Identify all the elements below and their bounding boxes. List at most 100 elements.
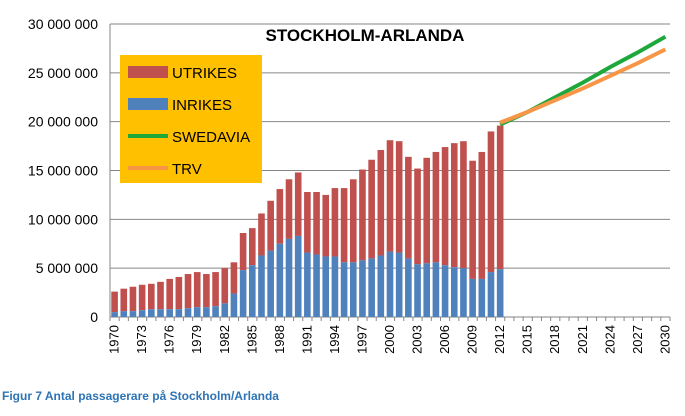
bar-inrikes (175, 309, 183, 317)
bar-inrikes (111, 312, 118, 317)
bar-utrikes (129, 286, 137, 312)
bar-utrikes (432, 151, 440, 263)
x-tick-label: 1976 (162, 325, 177, 354)
bar-utrikes (248, 228, 256, 266)
y-tick-label: 30 000 000 (28, 16, 98, 32)
bar-utrikes (414, 168, 421, 265)
bar-utrikes (441, 147, 449, 266)
bar-utrikes (313, 191, 320, 255)
bar-inrikes (294, 235, 302, 317)
bar-utrikes (304, 191, 311, 253)
bar-utrikes (340, 188, 348, 263)
bar-inrikes (423, 263, 431, 317)
x-tick-label: 2027 (630, 325, 645, 354)
bar-inrikes (212, 306, 219, 317)
bar-inrikes (414, 264, 421, 317)
bar-inrikes (359, 260, 366, 317)
x-tick-label: 2006 (437, 325, 452, 354)
x-tick-label: 1982 (217, 325, 232, 354)
legend-label: TRV (172, 161, 202, 178)
y-tick-label: 5 000 000 (36, 260, 98, 276)
bar-inrikes (276, 243, 284, 317)
bar-utrikes (193, 272, 201, 308)
bar-utrikes (230, 262, 238, 294)
bar-inrikes (203, 307, 210, 317)
y-tick-label: 0 (90, 309, 98, 325)
bar-inrikes (313, 254, 320, 317)
y-tick-label: 25 000 000 (28, 65, 98, 81)
bar-utrikes (175, 276, 183, 310)
bar-utrikes (111, 291, 118, 313)
bar-inrikes (129, 311, 137, 317)
bar-inrikes (368, 258, 375, 317)
bar-utrikes (166, 278, 173, 310)
bar-utrikes (460, 141, 467, 269)
bar-inrikes (432, 262, 440, 317)
bar-utrikes (184, 274, 192, 309)
bar-utrikes (405, 156, 412, 259)
legend-swatch-utrikes (128, 66, 168, 78)
legend-label: SWEDAVIA (172, 129, 250, 146)
bar-inrikes (138, 310, 146, 317)
bar-inrikes (267, 250, 274, 317)
bar-inrikes (386, 251, 394, 317)
bar-utrikes (212, 272, 219, 307)
x-tick-label: 1970 (107, 325, 122, 354)
bar-inrikes (285, 238, 293, 317)
bar-inrikes (478, 278, 486, 317)
bar-utrikes (239, 233, 247, 271)
bar-utrikes (267, 200, 274, 251)
bar-utrikes (203, 274, 210, 308)
bar-inrikes (322, 256, 330, 317)
bar-utrikes (138, 284, 146, 311)
bar-inrikes (331, 256, 339, 317)
figure-caption: Figur 7 Antal passagerare på Stockholm/A… (2, 389, 279, 403)
bar-utrikes (148, 283, 155, 310)
x-tick-label: 1973 (134, 325, 149, 354)
bar-inrikes (460, 268, 467, 317)
x-tick-label: 2021 (575, 325, 590, 354)
y-tick-label: 10 000 000 (28, 211, 98, 227)
bar-utrikes (331, 188, 339, 257)
x-tick-label: 2018 (547, 325, 562, 354)
bar-utrikes (487, 131, 495, 273)
bar-inrikes (340, 262, 348, 317)
bar-utrikes (120, 288, 128, 312)
bar-inrikes (230, 293, 238, 317)
x-tick-label: 1988 (272, 325, 287, 354)
legend-swatch-inrikes (128, 98, 168, 110)
bar-inrikes (496, 269, 504, 317)
bar-utrikes (258, 213, 265, 256)
x-tick-label: 2015 (520, 325, 535, 354)
x-tick-label: 2003 (410, 325, 425, 354)
x-tick-label: 1979 (189, 325, 204, 354)
x-tick-label: 1994 (327, 325, 342, 354)
bar-utrikes (349, 179, 357, 263)
bar-utrikes (478, 151, 486, 279)
bar-utrikes (221, 268, 229, 304)
bar-inrikes (148, 309, 155, 317)
legend-label: UTRIKES (172, 65, 237, 82)
bar-utrikes (377, 149, 385, 256)
chart-title: STOCKHOLM-ARLANDA (266, 26, 465, 45)
x-tick-label: 1985 (244, 325, 259, 354)
x-tick-label: 2009 (465, 325, 480, 354)
bar-utrikes (368, 159, 375, 259)
x-tick-label: 1997 (354, 325, 369, 354)
y-tick-label: 20 000 000 (28, 114, 98, 130)
bar-inrikes (377, 255, 385, 317)
bar-inrikes (258, 255, 265, 317)
bar-utrikes (469, 160, 476, 279)
bar-inrikes (304, 252, 311, 317)
bar-utrikes (157, 281, 164, 310)
bar-inrikes (487, 272, 495, 317)
x-tick-label: 2024 (602, 325, 617, 354)
x-tick-label: 2012 (492, 325, 507, 354)
bar-utrikes (450, 143, 458, 268)
bar-utrikes (423, 157, 431, 264)
bar-inrikes (469, 278, 476, 317)
bar-utrikes (359, 169, 366, 261)
bar-utrikes (285, 179, 293, 239)
bar-inrikes (120, 311, 128, 317)
bar-inrikes (248, 265, 256, 317)
